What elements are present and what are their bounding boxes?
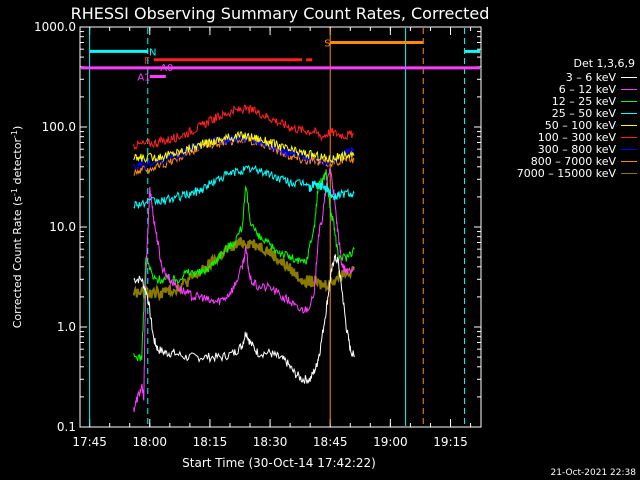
x-tick-label: 18:45 <box>313 435 348 449</box>
y-tick-label: 1.0 <box>57 320 76 334</box>
flag-label-a0: A0 <box>160 63 173 74</box>
legend-label: 100 – 300 keV <box>537 130 616 144</box>
flag-label-a1: A1 <box>137 72 150 83</box>
y-axis-label: Corrected Count Rate (s-1 detector-1) <box>10 126 24 329</box>
series-line <box>133 169 355 362</box>
legend-label: 7000 – 15000 keV <box>516 166 616 180</box>
legend-item: 300 – 800 keV <box>487 142 637 156</box>
legend-item: 6 – 12 keV <box>487 82 637 96</box>
x-tick-label: 18:15 <box>193 435 228 449</box>
legend-swatch <box>621 100 637 102</box>
legend-label: 3 – 6 keV <box>565 70 616 84</box>
x-axis-label: Start Time (30-Oct-14 17:42:22) <box>182 456 376 470</box>
legend-item: 50 – 100 keV <box>487 118 637 132</box>
legend: Det 1,3,6,9 3 – 6 keV 6 – 12 keV 12 – 25 k… <box>487 57 637 180</box>
x-tick-label: 19:15 <box>433 435 468 449</box>
x-tick-label: 17:45 <box>72 435 107 449</box>
legend-swatch <box>621 112 637 114</box>
legend-swatch <box>621 160 637 162</box>
legend-swatch <box>621 172 637 174</box>
legend-label: 300 – 800 keV <box>537 142 616 156</box>
legend-swatch <box>621 136 637 138</box>
series-line <box>132 237 355 302</box>
plot-layer: 0.1 1.0 10.0 100.0 1000.0 17:45 18:00 18:15 18:3… <box>34 20 482 449</box>
x-tick-label: 19:00 <box>373 435 408 449</box>
flag-label-f: F <box>144 56 150 67</box>
y-tick-label: 0.1 <box>57 420 76 434</box>
legend-item: 25 – 50 keV <box>487 106 637 120</box>
legend-item: 7000 – 15000 keV <box>487 166 637 180</box>
legend-item: 100 – 300 keV <box>487 130 637 144</box>
series-line <box>133 104 355 150</box>
legend-label: 25 – 50 keV <box>551 106 616 120</box>
legend-swatch <box>621 88 637 90</box>
legend-swatch <box>621 148 637 150</box>
series-line <box>133 164 355 209</box>
series-line <box>133 130 355 163</box>
legend-title: Det 1,3,6,9 <box>573 57 635 70</box>
flag-label-s: S <box>324 38 330 49</box>
y-tick-label: 100.0 <box>42 120 76 134</box>
y-tick-label: 10.0 <box>49 220 76 234</box>
legend-label: 12 – 25 keV <box>551 94 616 108</box>
legend-label: 800 – 7000 keV <box>530 154 616 168</box>
legend-item: 12 – 25 keV <box>487 94 637 108</box>
timestamp: 21-Oct-2021 22:38 <box>550 468 636 478</box>
legend-label: 50 – 100 keV <box>544 118 616 132</box>
legend-swatch <box>621 124 637 126</box>
x-tick-label: 18:00 <box>132 435 167 449</box>
plot-frame <box>79 26 482 428</box>
flag-label-n: N <box>149 47 156 58</box>
legend-swatch <box>621 76 637 78</box>
y-tick-label: 1000.0 <box>34 20 76 34</box>
legend-item: 800 – 7000 keV <box>487 154 637 168</box>
legend-label: 6 – 12 keV <box>558 82 616 96</box>
series-line <box>133 254 355 384</box>
legend-rows: 3 – 6 keV 6 – 12 keV 12 – 25 keV 25 – 50 ke… <box>487 70 637 180</box>
legend-item: 3 – 6 keV <box>487 70 637 84</box>
chart-title: RHESSI Observing Summary Count Rates, Co… <box>71 4 490 23</box>
x-tick-label: 18:30 <box>253 435 288 449</box>
